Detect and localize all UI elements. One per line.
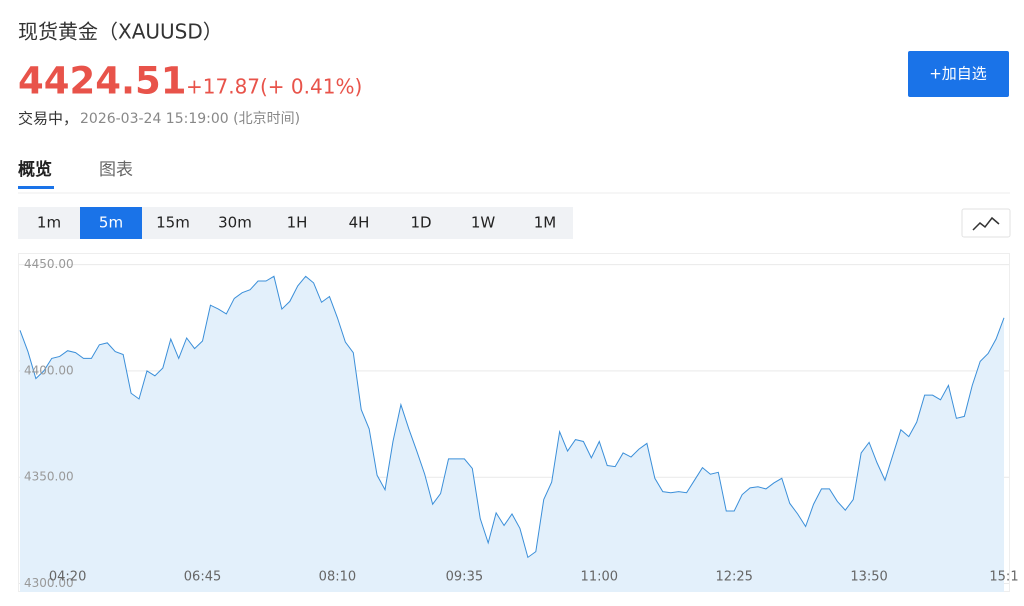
tab-underline [18,186,54,189]
change: +17.87 [186,75,260,99]
price-line [19,275,1005,559]
interval-button[interactable]: 4H [349,214,370,232]
title: 现货黄金（XAUUSD） [18,20,223,44]
x-tick-label: 08:10 [319,570,356,585]
chart-type-icon[interactable] [972,216,1000,231]
timestamp: 2026-03-24 15:19:00 (北京时间) [80,111,300,127]
interval-button[interactable]: 1m [37,214,61,232]
interval-button[interactable]: 1W [471,214,496,232]
tab[interactable]: 图表 [99,160,133,180]
price: 4424.51 [18,60,187,103]
x-tick-label: 13:50 [850,570,887,585]
y-tick-label: 4450.00 [24,257,74,271]
x-tick-label: 04:20 [49,570,86,585]
interval-button[interactable]: 5m [99,214,123,232]
interval-button[interactable]: 1D [410,214,431,232]
add-watchlist-button[interactable] [908,51,1009,97]
interval-button[interactable]: 15m [156,214,190,232]
interval-button[interactable]: 1H [287,214,308,232]
status: 交易中， [18,110,78,128]
chart-type-button[interactable] [961,208,1011,238]
interval-active[interactable] [80,207,142,239]
x-tick-label: 12:25 [715,570,752,585]
y-tick-label: 4300.00 [24,576,74,590]
x-tick-label: 11:00 [581,570,618,585]
x-tick-label: 06:45 [184,570,221,585]
interval-button[interactable]: 1M [534,214,557,232]
change-pct: (+ 0.41%) [260,75,362,99]
x-tick-label: 15:1 [989,570,1018,585]
area-fill [20,276,1004,592]
x-tick-label: 09:35 [446,570,483,585]
tab[interactable]: 概览 [18,159,52,180]
y-tick-label: 4400.00 [24,363,74,377]
add-watchlist-label[interactable]: +加自选 [929,65,987,83]
y-tick-label: 4350.00 [24,470,74,484]
interval-button[interactable]: 30m [218,214,252,232]
